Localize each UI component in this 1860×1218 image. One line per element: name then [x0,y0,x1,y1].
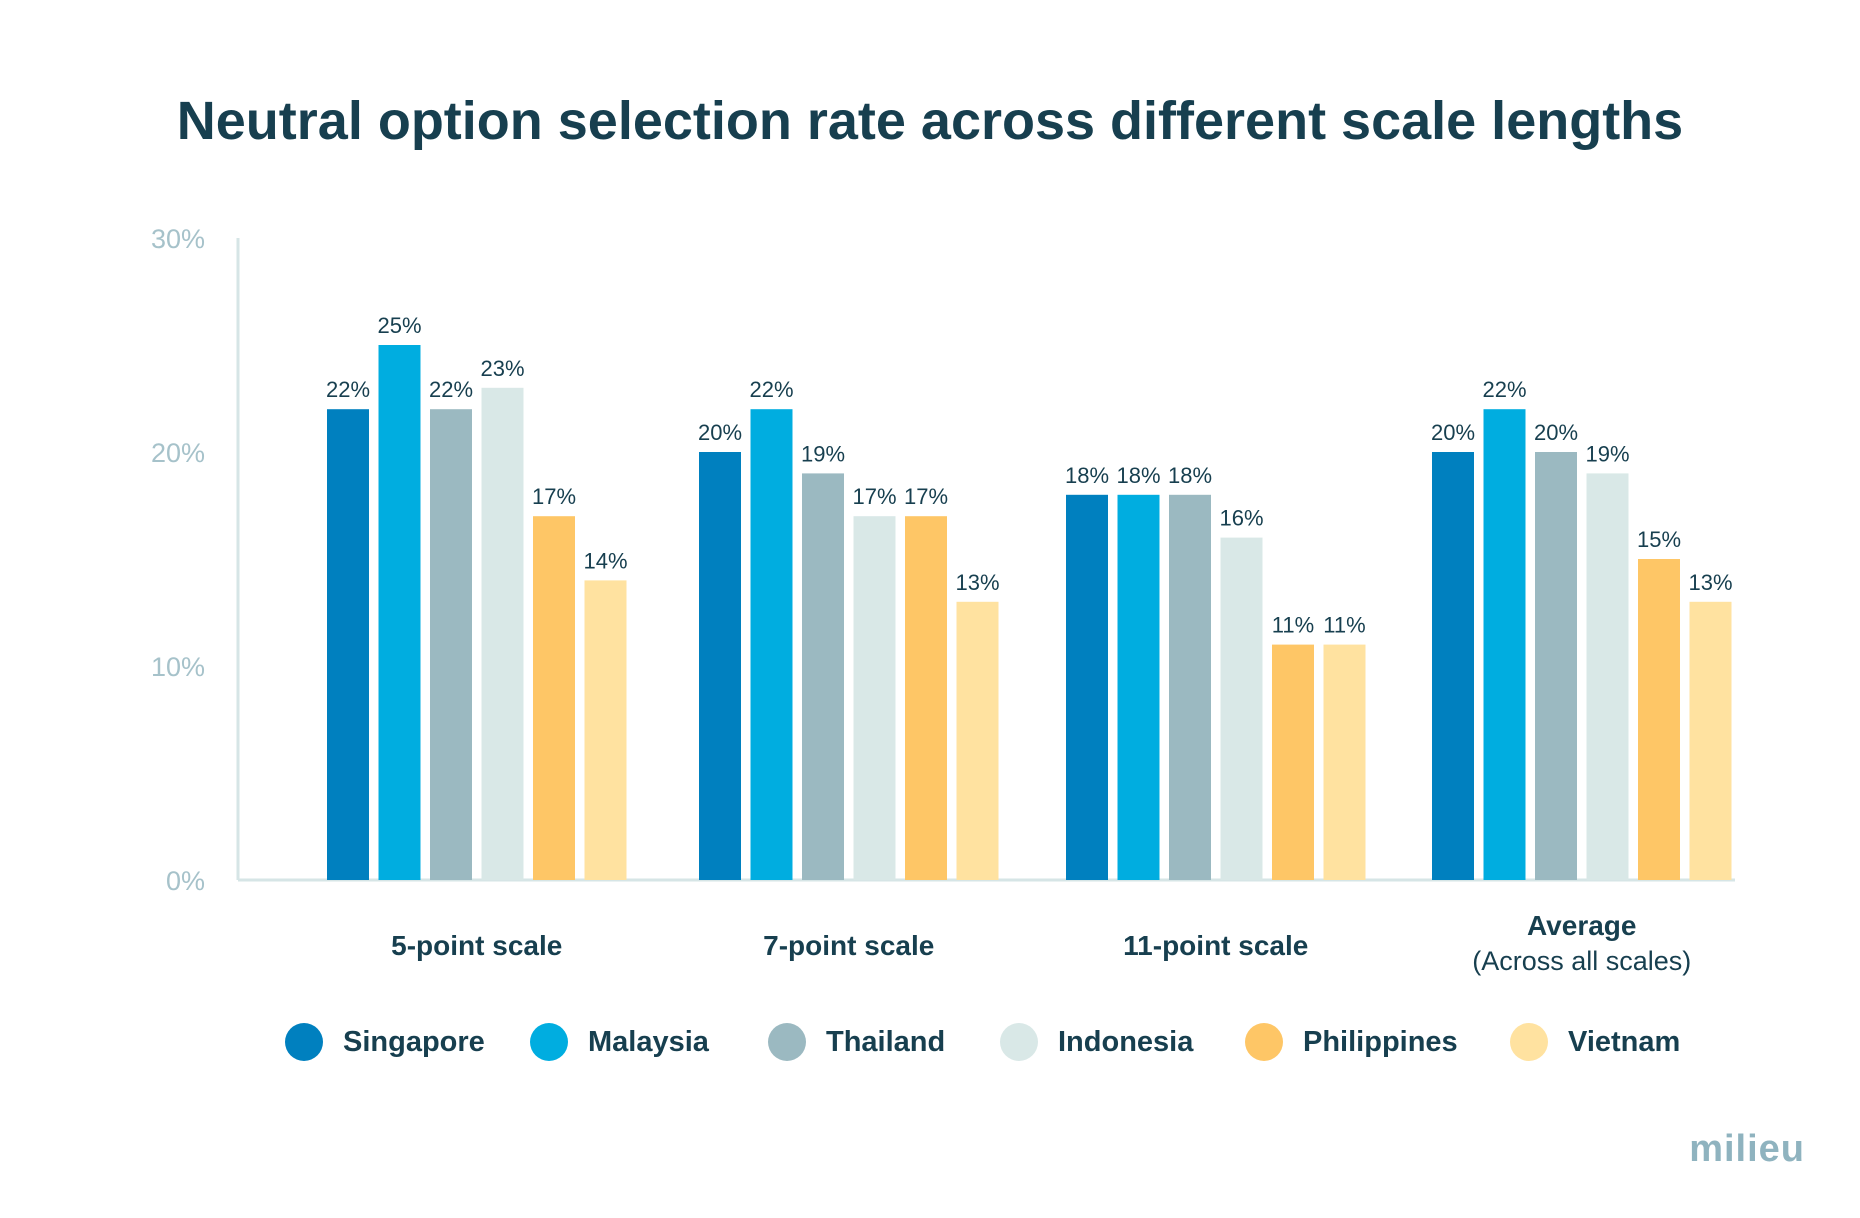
bar [1535,452,1577,880]
bar [430,409,472,880]
legend-item: Vietnam [1510,1012,1680,1072]
bar [1689,601,1732,880]
x-tick-label: Average [1527,910,1636,941]
legend-swatch [1510,1023,1548,1061]
data-label: 17% [904,484,948,509]
bar [853,516,896,880]
legend-label: Philippines [1303,1025,1458,1058]
bar [1169,494,1211,880]
bar [905,516,947,880]
data-label: 22% [1482,377,1526,402]
data-label: 20% [1534,420,1578,445]
data-label: 16% [1219,506,1263,531]
bar [327,409,369,880]
data-label: 18% [1168,463,1212,488]
bar [956,601,999,880]
bar [1272,644,1314,880]
legend-label: Singapore [343,1025,485,1058]
data-label: 23% [480,356,524,381]
bar [1323,644,1366,880]
legend: Singapore Malaysia Thailand Indonesia Philip… [0,1012,1860,1072]
bar [378,345,421,880]
legend-item: Singapore [285,1012,485,1072]
bar [1117,494,1160,880]
x-tick-label: 5-point scale [391,930,562,961]
legend-swatch [285,1023,323,1061]
x-tick-label: 11-point scale [1123,930,1308,961]
bar [699,452,741,880]
data-label: 17% [532,484,576,509]
data-label: 20% [698,420,742,445]
bar [1220,537,1263,880]
legend-label: Indonesia [1058,1025,1194,1058]
bar [481,387,524,880]
data-label: 18% [1116,463,1160,488]
data-label: 22% [749,377,793,402]
legend-item: Malaysia [530,1012,709,1072]
data-label: 13% [1688,570,1732,595]
data-label: 22% [429,377,473,402]
legend-item: Thailand [768,1012,945,1072]
bar [1066,494,1108,880]
legend-swatch [1245,1023,1283,1061]
legend-swatch [768,1023,806,1061]
y-tick-label: 0% [166,866,205,896]
y-tick-label: 10% [151,652,205,682]
data-label: 17% [852,484,896,509]
data-label: 11% [1323,613,1365,638]
bar [1638,559,1680,880]
data-label: 20% [1431,420,1475,445]
data-label: 15% [1637,527,1681,552]
bar [802,473,844,880]
legend-label: Vietnam [1568,1025,1681,1058]
legend-label: Malaysia [588,1025,709,1058]
legend-swatch [1000,1023,1038,1061]
legend-label: Thailand [826,1025,946,1058]
chart-title: Neutral option selection rate across dif… [176,91,1684,151]
data-label: 19% [1585,441,1629,466]
bar [1432,452,1474,880]
data-label: 25% [377,313,421,338]
legend-item: Indonesia [1000,1012,1193,1072]
legend-swatch [530,1023,568,1061]
milieu-logo: milieu [1689,1128,1805,1170]
bar [1483,409,1526,880]
y-tick-label: 30% [151,224,205,254]
x-tick-sublabel: (Across all scales) [1472,946,1691,976]
bar [750,409,793,880]
data-label: 14% [583,548,627,573]
data-label: 18% [1065,463,1109,488]
data-label: 11% [1272,613,1314,638]
data-label: 19% [801,441,845,466]
y-tick-label: 20% [151,438,205,468]
data-label: 13% [955,570,999,595]
legend-item: Philippines [1245,1012,1458,1072]
x-tick-label: 7-point scale [763,930,934,961]
data-label: 22% [326,377,370,402]
bar [584,580,627,880]
bar [533,516,575,880]
bar [1586,473,1629,880]
